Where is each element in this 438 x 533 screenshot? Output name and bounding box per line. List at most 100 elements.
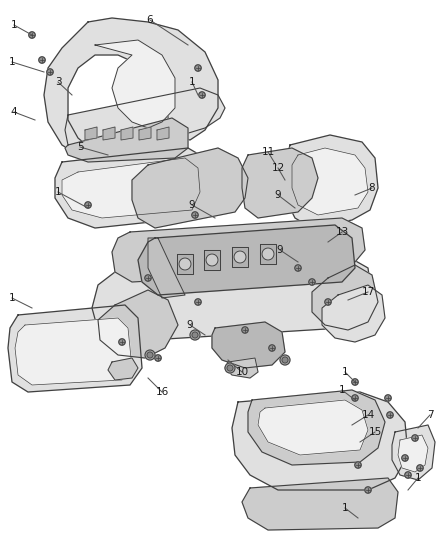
Text: 1: 1: [55, 187, 61, 197]
Polygon shape: [157, 127, 169, 140]
Circle shape: [295, 265, 301, 271]
Circle shape: [145, 350, 155, 360]
Circle shape: [280, 355, 290, 365]
Circle shape: [227, 365, 233, 371]
Text: 15: 15: [368, 427, 381, 437]
Circle shape: [29, 32, 35, 38]
Circle shape: [385, 395, 391, 401]
Circle shape: [309, 279, 315, 285]
Circle shape: [195, 299, 201, 305]
Polygon shape: [85, 127, 97, 140]
Text: 1: 1: [9, 57, 15, 67]
Circle shape: [352, 395, 358, 401]
Text: 10: 10: [236, 367, 248, 377]
Text: 5: 5: [77, 142, 83, 152]
Circle shape: [199, 92, 205, 98]
Polygon shape: [204, 250, 220, 270]
Circle shape: [39, 57, 45, 63]
Text: 9: 9: [187, 320, 193, 330]
Polygon shape: [392, 425, 435, 480]
Text: 9: 9: [275, 190, 281, 200]
Circle shape: [325, 299, 331, 305]
Polygon shape: [322, 285, 385, 342]
Text: 1: 1: [415, 473, 421, 483]
Text: 6: 6: [147, 15, 153, 25]
Circle shape: [365, 487, 371, 493]
Text: 1: 1: [342, 367, 348, 377]
Text: 7: 7: [427, 410, 433, 420]
Polygon shape: [242, 148, 318, 218]
Circle shape: [355, 462, 361, 468]
Text: 9: 9: [277, 245, 283, 255]
Polygon shape: [292, 148, 368, 215]
Polygon shape: [212, 322, 285, 368]
Polygon shape: [148, 238, 185, 298]
Text: 3: 3: [55, 77, 61, 87]
Circle shape: [155, 355, 161, 361]
Polygon shape: [138, 225, 355, 295]
Text: 14: 14: [361, 410, 374, 420]
Polygon shape: [62, 158, 200, 218]
Polygon shape: [121, 127, 133, 140]
Text: 13: 13: [336, 227, 349, 237]
Circle shape: [405, 472, 411, 478]
Circle shape: [282, 357, 288, 363]
Polygon shape: [248, 390, 385, 465]
Polygon shape: [44, 18, 218, 155]
Circle shape: [225, 363, 235, 373]
Circle shape: [234, 251, 246, 263]
Polygon shape: [92, 255, 372, 342]
Polygon shape: [103, 127, 115, 140]
Text: 1: 1: [342, 503, 348, 513]
Circle shape: [417, 465, 423, 471]
Polygon shape: [232, 247, 248, 267]
Circle shape: [192, 212, 198, 218]
Polygon shape: [108, 358, 138, 380]
Polygon shape: [65, 118, 188, 162]
Text: 11: 11: [261, 147, 275, 157]
Polygon shape: [139, 127, 151, 140]
Polygon shape: [112, 218, 365, 282]
Text: 1: 1: [339, 385, 345, 395]
Polygon shape: [225, 358, 258, 378]
Polygon shape: [98, 290, 178, 358]
Polygon shape: [177, 254, 193, 274]
Circle shape: [47, 69, 53, 75]
Polygon shape: [232, 392, 408, 490]
Circle shape: [387, 412, 393, 418]
Circle shape: [402, 455, 408, 461]
Circle shape: [206, 254, 218, 266]
Text: 8: 8: [369, 183, 375, 193]
Polygon shape: [15, 318, 132, 385]
Polygon shape: [55, 148, 208, 228]
Circle shape: [242, 327, 248, 333]
Text: 17: 17: [361, 287, 374, 297]
Circle shape: [179, 258, 191, 270]
Polygon shape: [132, 148, 248, 228]
Polygon shape: [285, 135, 378, 228]
Text: 16: 16: [155, 387, 169, 397]
Circle shape: [195, 65, 201, 71]
Text: 9: 9: [189, 200, 195, 210]
Polygon shape: [65, 88, 225, 155]
Circle shape: [262, 248, 274, 260]
Circle shape: [269, 345, 275, 351]
Polygon shape: [260, 244, 276, 264]
Polygon shape: [8, 305, 142, 392]
Polygon shape: [95, 40, 175, 128]
Circle shape: [352, 379, 358, 385]
Text: 1: 1: [9, 293, 15, 303]
Polygon shape: [242, 478, 398, 530]
Circle shape: [412, 435, 418, 441]
Polygon shape: [258, 400, 368, 455]
Circle shape: [192, 332, 198, 338]
Polygon shape: [398, 435, 428, 472]
Circle shape: [190, 330, 200, 340]
Circle shape: [147, 352, 153, 358]
Text: 1: 1: [11, 20, 18, 30]
Polygon shape: [312, 265, 378, 330]
Text: 4: 4: [11, 107, 18, 117]
Text: 12: 12: [272, 163, 285, 173]
Circle shape: [119, 339, 125, 345]
Text: 1: 1: [189, 77, 195, 87]
